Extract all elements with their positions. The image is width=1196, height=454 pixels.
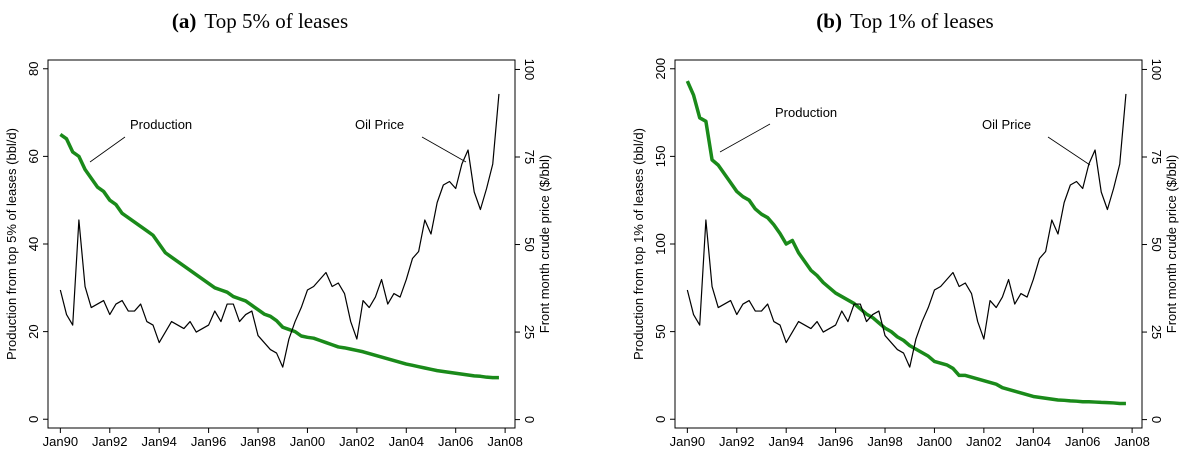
x-tick-label: Jan92 — [719, 434, 754, 449]
panel: (a) Top 5% of leases Jan90 Jan92 Jan94 Jan96 J… — [4, 9, 552, 449]
x-tick-label: Jan96 — [191, 434, 226, 449]
y2-axis-label: Front month crude price ($/bbl) — [1164, 155, 1179, 333]
y2-tick-label: 100 — [522, 59, 537, 81]
y-axis-label: Production from top 1% of leases (bbl/d) — [631, 128, 646, 360]
y2-tick-label: 100 — [1149, 59, 1164, 81]
y2-tick-label: 25 — [522, 325, 537, 339]
y2-tick-label: 25 — [1149, 325, 1164, 339]
x-tick-label: Jan90 — [43, 434, 78, 449]
y2-tick-label: 50 — [522, 237, 537, 251]
x-tick-label: Jan02 — [339, 434, 374, 449]
x-tick-label: Jan92 — [92, 434, 127, 449]
panel-label: (a) — [172, 9, 197, 33]
x-tick-label: Jan94 — [141, 434, 176, 449]
annotation-pointer — [719, 123, 771, 153]
production-line — [685, 80, 1126, 406]
x-tick-label: Jan04 — [389, 434, 424, 449]
price-line — [686, 93, 1127, 368]
panel: (b) Top 1% of leases Jan90 Jan92 Jan94 Jan96 J… — [631, 9, 1179, 449]
annotation: Oil Price — [982, 117, 1031, 132]
annotation-pointer — [421, 136, 467, 163]
y-tick-label: 200 — [653, 58, 668, 80]
y2-tick-label: 75 — [522, 150, 537, 164]
y2-tick-label: 0 — [522, 416, 537, 423]
panel-title-text: Top 1% of leases — [850, 9, 994, 33]
y2-tick-label: 0 — [1149, 416, 1164, 423]
x-tick-label: Jan06 — [438, 434, 473, 449]
x-tick-label: Jan96 — [818, 434, 853, 449]
production-line — [59, 133, 499, 380]
annotation: Production — [775, 105, 837, 120]
y-tick-label: 100 — [653, 233, 668, 255]
x-tick-label: Jan08 — [1114, 434, 1149, 449]
y-tick-label: 0 — [26, 416, 41, 423]
x-tick-label: Jan94 — [768, 434, 803, 449]
y2-tick-label: 50 — [1149, 237, 1164, 251]
x-tick-label: Jan00 — [917, 434, 952, 449]
x-tick-label: Jan02 — [966, 434, 1001, 449]
y-tick-label: 50 — [653, 324, 668, 338]
y-axis-label: Production from top 5% of leases (bbl/d) — [4, 128, 19, 360]
panel-title: (a) Top 5% of leases — [172, 9, 348, 33]
annotation-pointer — [1047, 136, 1091, 166]
annotation: Production — [130, 117, 192, 132]
y-tick-label: 150 — [653, 146, 668, 168]
x-tick-label: Jan04 — [1016, 434, 1051, 449]
annotation-pointer — [89, 136, 126, 163]
y-tick-label: 40 — [26, 237, 41, 251]
price-line — [59, 93, 500, 368]
y-tick-label: 20 — [26, 324, 41, 338]
x-tick-label: Jan98 — [240, 434, 275, 449]
y2-axis-label: Front month crude price ($/bbl) — [537, 155, 552, 333]
annotation: Oil Price — [355, 117, 404, 132]
panel-label: (b) — [816, 9, 842, 33]
x-tick-label: Jan06 — [1065, 434, 1100, 449]
y-tick-label: 60 — [26, 149, 41, 163]
y2-tick-label: 75 — [1149, 150, 1164, 164]
y-tick-label: 80 — [26, 62, 41, 76]
x-tick-label: Jan08 — [487, 434, 522, 449]
panel-title-text: Top 5% of leases — [204, 9, 348, 33]
plot-frame — [674, 59, 1143, 429]
x-tick-label: Jan00 — [290, 434, 325, 449]
y-tick-label: 0 — [653, 416, 668, 423]
x-tick-label: Jan90 — [670, 434, 705, 449]
x-tick-label: Jan98 — [867, 434, 902, 449]
panel-title: (b) Top 1% of leases — [816, 9, 993, 33]
